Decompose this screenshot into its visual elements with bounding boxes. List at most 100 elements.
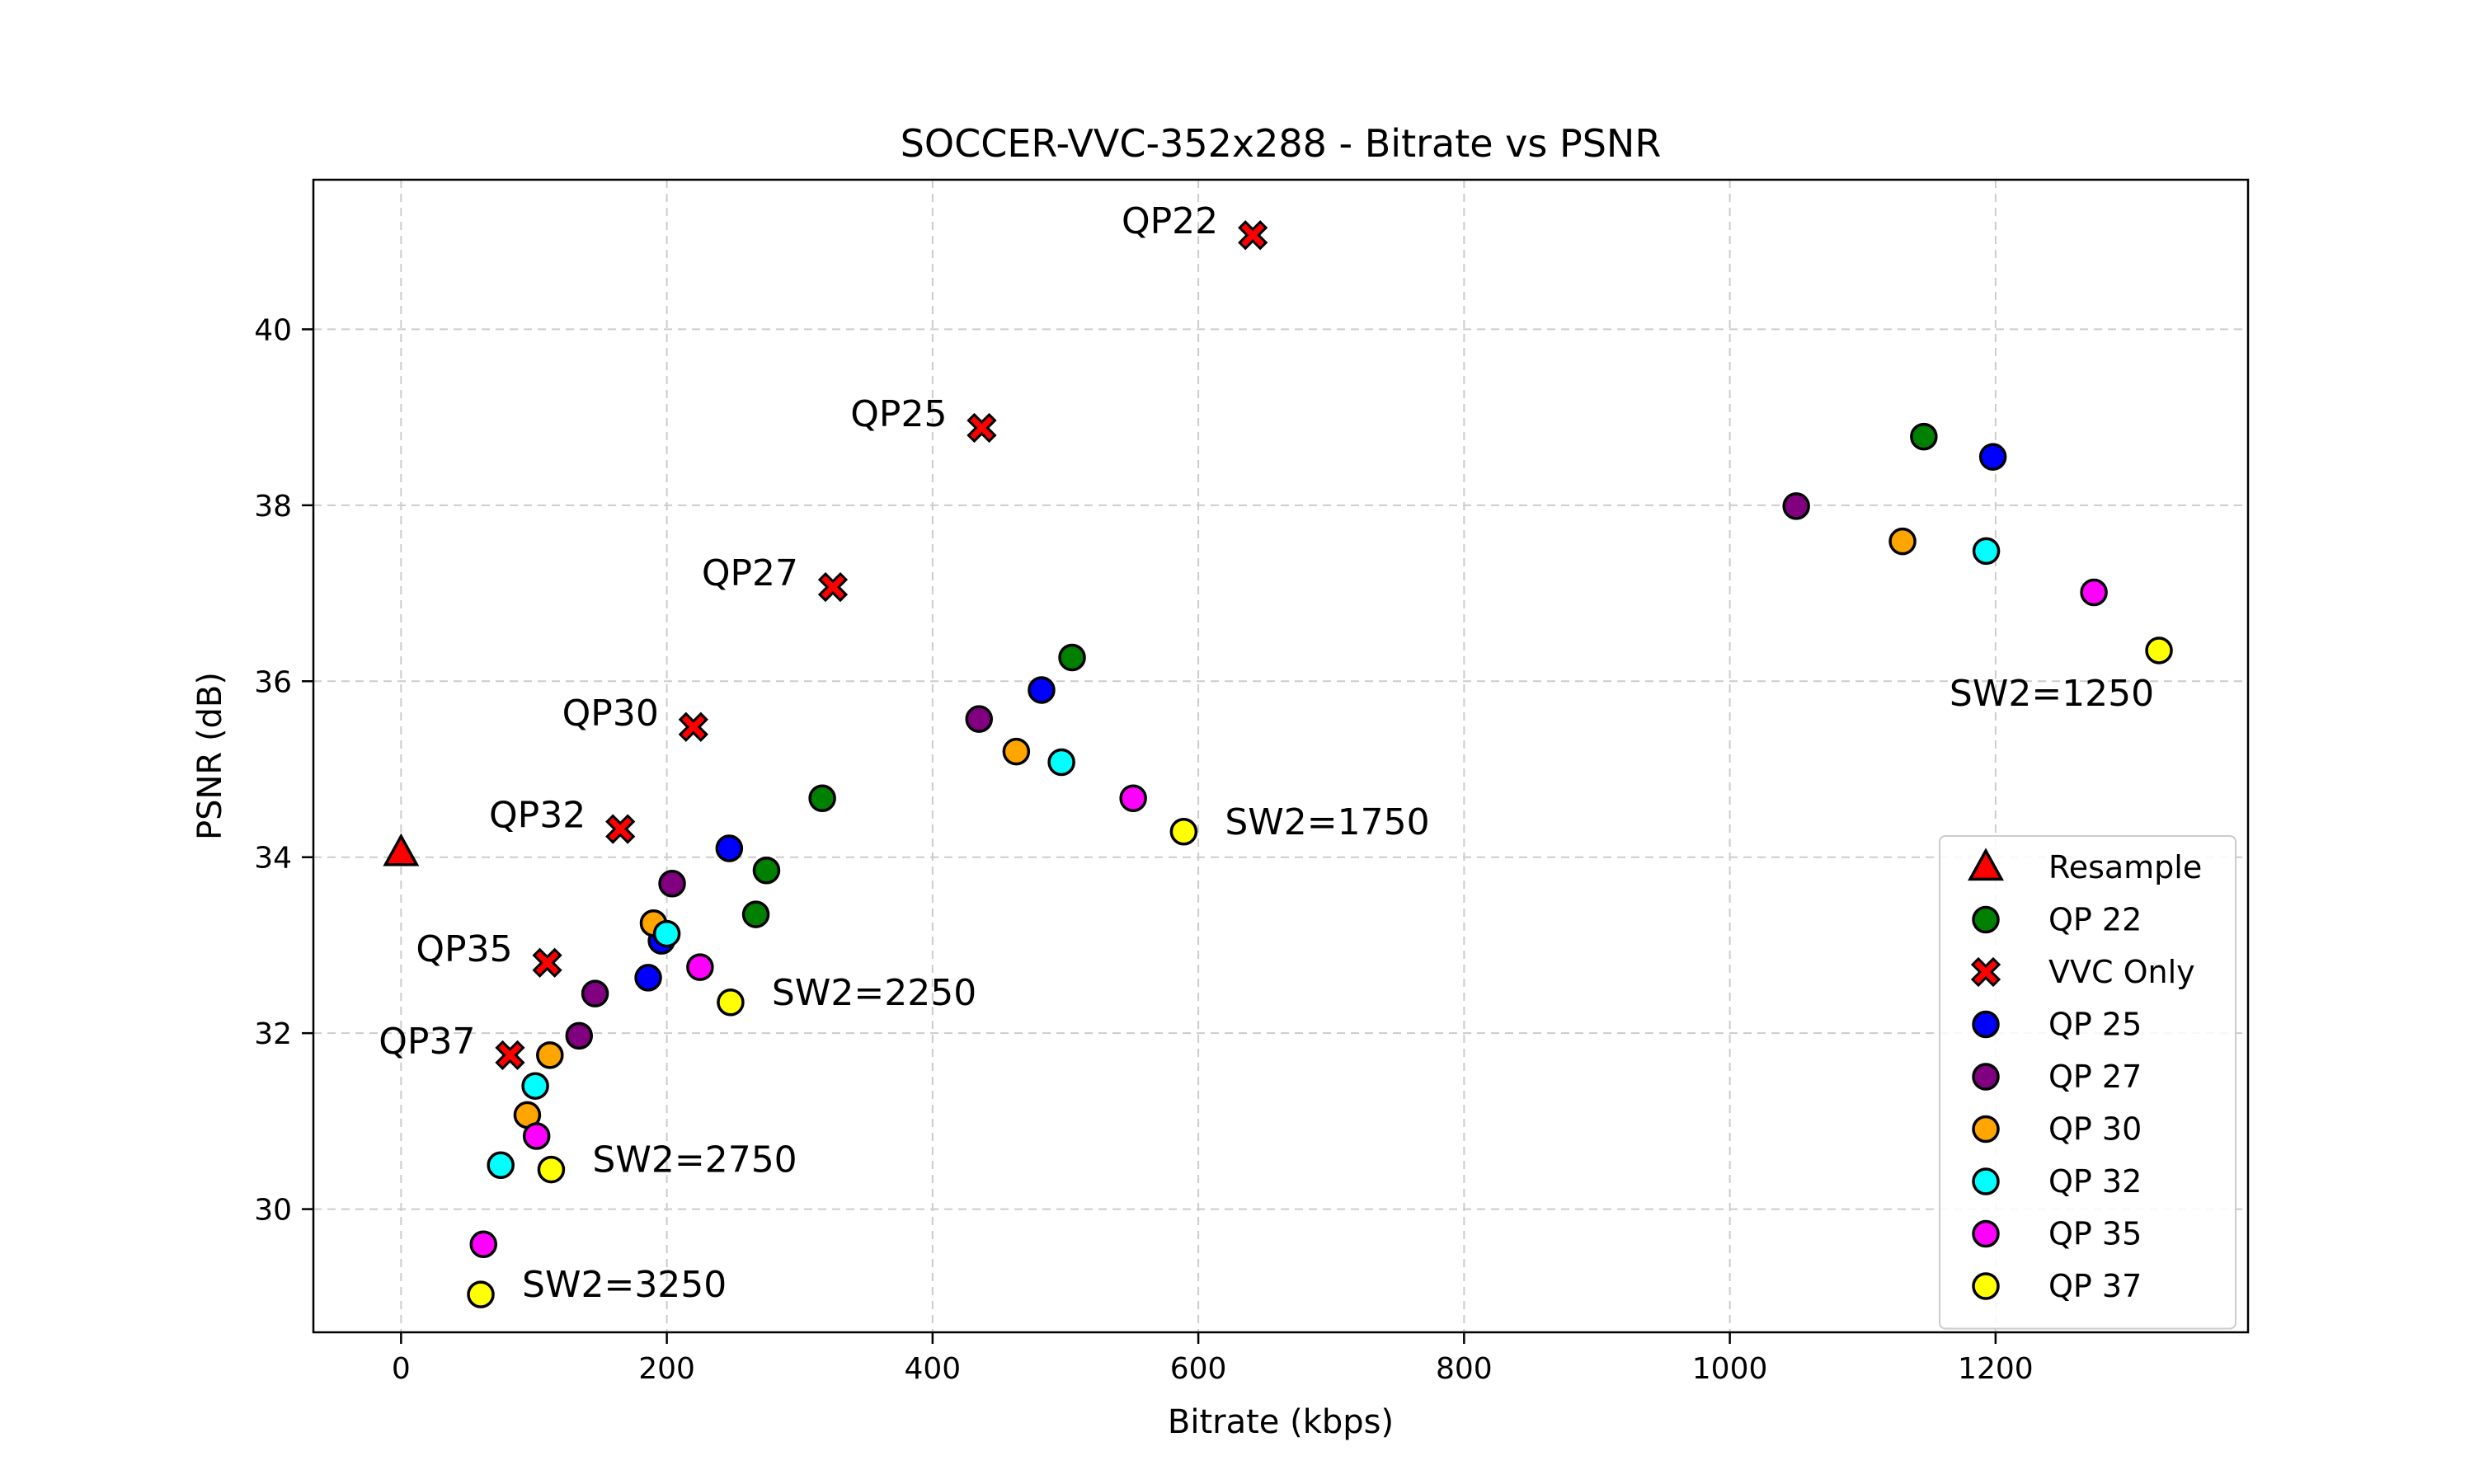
qp-27-point: [965, 705, 993, 733]
qp-30-point: [536, 1041, 564, 1069]
qp-37-point: [467, 1280, 495, 1308]
annotation-sw2-2750: SW2=2750: [592, 1139, 797, 1181]
y-tick-label: 38: [254, 490, 292, 524]
legend-item-qp-22: QP 22: [1972, 902, 2142, 938]
series-qp-37: [467, 636, 2173, 1308]
annotation-qp22: QP22: [1122, 200, 1218, 242]
legend-marker: [1972, 1063, 2000, 1091]
qp-37-point: [2145, 636, 2173, 665]
series-qp-35: [469, 578, 2108, 1259]
qp-37-point: [1169, 818, 1198, 846]
legend-marker: [1972, 1115, 2000, 1144]
legend: Resample QP 22 VVC Only QP 25 QP 27 QP 30 QP 3…: [1939, 835, 2236, 1330]
qp-37-point: [717, 989, 745, 1017]
legend-label: QP 37: [2048, 1268, 2142, 1304]
legend-item-resample: Resample: [1968, 848, 2202, 885]
annotation-sw2-1750: SW2=1750: [1225, 801, 1429, 843]
legend-label: QP 32: [2048, 1163, 2142, 1200]
qp-22-point: [752, 856, 781, 885]
qp-22-point: [1058, 643, 1086, 672]
annotation-qp30: QP30: [562, 693, 659, 735]
legend-marker: [1968, 848, 2004, 881]
x-tick-label: 1200: [1958, 1352, 2034, 1386]
vvc-only-point: [532, 947, 562, 978]
legend-item-qp-37: QP 37: [1972, 1268, 2142, 1304]
vvc-only-point: [678, 711, 708, 742]
qp-35-point: [1119, 784, 1147, 812]
qp-37-point: [537, 1155, 566, 1184]
x-tick-label: 200: [638, 1352, 695, 1386]
chart-title: SOCCER-VVC-352x288 - Bitrate vs PSNR: [901, 121, 1662, 166]
legend-marker: [1972, 1167, 2000, 1195]
legend-label: Resample: [2048, 849, 2202, 885]
x-axis-label: Bitrate (kbps): [1168, 1403, 1394, 1441]
legend-label: QP 22: [2048, 902, 2142, 938]
qp-25-point: [1978, 443, 2007, 471]
annotation-qp27: QP27: [702, 552, 798, 594]
y-tick-label: 30: [254, 1194, 292, 1228]
qp-22-point: [741, 900, 770, 928]
y-tick-label: 36: [254, 665, 292, 699]
x-tick-label: 1000: [1692, 1352, 1768, 1386]
x-tick-label: 600: [1170, 1352, 1227, 1386]
qp-27-point: [658, 869, 686, 898]
legend-item-qp-32: QP 32: [1972, 1163, 2142, 1200]
annotation-qp32: QP32: [489, 795, 586, 837]
legend-label: QP 27: [2048, 1059, 2142, 1095]
legend-marker: [1972, 1272, 2000, 1300]
axes-layer: 0 200 400 600 800 1000 1200 30 32 34 36 38 40: [254, 313, 2033, 1386]
legend-item-qp-27: QP 27: [1972, 1059, 2142, 1095]
legend-marker: [1970, 956, 2001, 988]
vvc-only-point: [1238, 220, 1268, 251]
qp-35-point: [686, 953, 714, 981]
y-axis-label: PSNR (dB): [191, 672, 229, 840]
legend-item-vvc-only: VVC Only: [1970, 954, 2195, 990]
marks-layer: [383, 220, 2173, 1308]
y-tick-label: 34: [254, 842, 292, 876]
x-tick-label: 400: [904, 1352, 961, 1386]
series-qp-25: [634, 443, 2007, 992]
vvc-only-point: [605, 814, 636, 844]
resample-point: [383, 833, 420, 866]
qp-22-point: [808, 784, 836, 812]
annotation-qp35: QP35: [416, 928, 512, 970]
y-tick-label: 32: [254, 1017, 292, 1051]
vvc-only-point: [495, 1040, 525, 1070]
x-tick-label: 0: [392, 1352, 411, 1386]
legend-label: VVC Only: [2048, 954, 2195, 990]
legend-marker: [1972, 1219, 2000, 1248]
qp-32-point: [1972, 537, 2001, 566]
vvc-only-point: [817, 571, 849, 603]
legend-marker: [1972, 905, 2000, 934]
qp-30-point: [1002, 737, 1031, 766]
legend-item-qp-25: QP 25: [1972, 1007, 2142, 1043]
qp-32-point: [652, 919, 681, 948]
vvc-only-point: [967, 412, 997, 444]
annotation-sw2-1250: SW2=1250: [1950, 673, 2154, 715]
qp-35-point: [522, 1122, 551, 1150]
legend-marker: [1972, 1010, 2000, 1039]
qp-25-point: [634, 964, 662, 992]
qp-27-point: [565, 1021, 594, 1050]
annotation-sw2-2250: SW2=2250: [772, 972, 976, 1014]
qp-25-point: [715, 834, 744, 862]
plot-frame: [312, 178, 2250, 1334]
qp-35-point: [469, 1230, 497, 1259]
series-vvc-only: [495, 220, 1268, 1070]
qp-32-point: [521, 1072, 549, 1100]
qp-27-point: [581, 979, 609, 1007]
qp-25-point: [1028, 676, 1056, 704]
legend-label: QP 30: [2048, 1111, 2142, 1148]
x-tick-label: 800: [1436, 1352, 1493, 1386]
annotation-sw2-3250: SW2=3250: [522, 1264, 727, 1306]
qp-32-point: [1047, 748, 1075, 777]
qp-32-point: [487, 1151, 515, 1179]
legend-label: QP 35: [2048, 1216, 2142, 1252]
series-qp-30: [513, 527, 1917, 1129]
qp-30-point: [1888, 527, 1917, 556]
annotation-qp25: QP25: [850, 393, 947, 435]
series-qp-27: [565, 492, 1810, 1050]
legend-label: QP 25: [2048, 1007, 2142, 1043]
series-resample: [383, 833, 420, 866]
